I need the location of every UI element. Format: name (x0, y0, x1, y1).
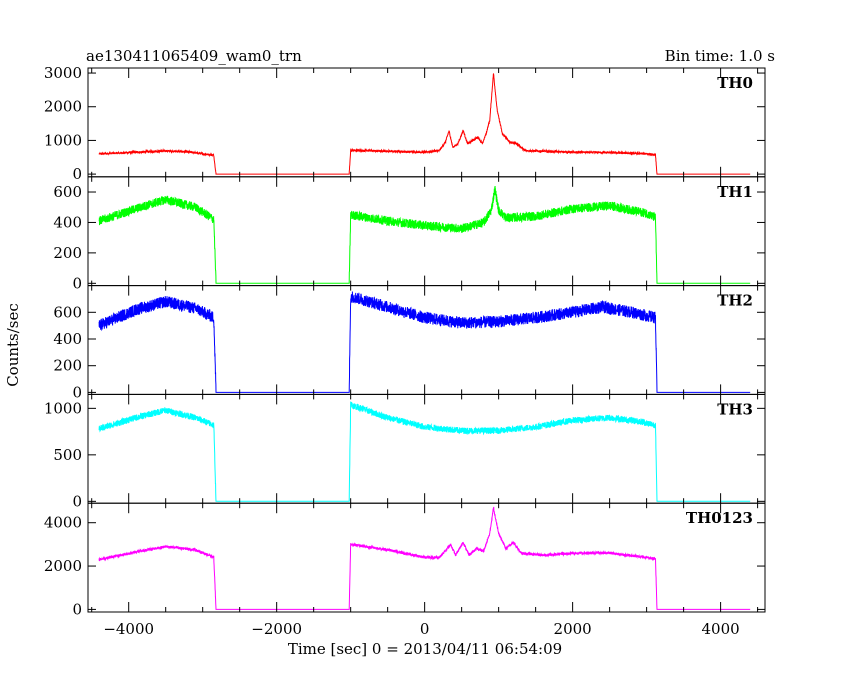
x-tick-label: −4000 (103, 620, 154, 638)
panel-label-th0123: TH0123 (686, 509, 753, 527)
y-tick-label: 2000 (44, 557, 82, 575)
x-axis-label: Time [sec] 0 = 2013/04/11 06:54:09 (288, 640, 562, 658)
y-tick-label: 0 (72, 274, 82, 292)
series-line-th3 (98, 401, 751, 502)
y-tick-label: 200 (53, 357, 82, 375)
x-tick-label: 2000 (554, 620, 592, 638)
y-tick-label: 0 (72, 600, 82, 618)
y-axis-label: Counts/sec (4, 303, 22, 387)
y-tick-label: 1000 (44, 399, 82, 417)
x-tick-label: 4000 (702, 620, 740, 638)
x-tick-label: −2000 (251, 620, 302, 638)
y-tick-label: 600 (53, 183, 82, 201)
series-line-th1 (98, 185, 751, 284)
panel-label-th2: TH2 (717, 292, 753, 310)
y-tick-label: 500 (53, 446, 82, 464)
series-line-th2 (98, 291, 751, 393)
y-tick-label: 400 (53, 330, 82, 348)
panel-frame-th1 (87, 176, 766, 287)
panel-label-th1: TH1 (717, 183, 753, 201)
x-tick-label: 0 (420, 620, 430, 638)
panel-label-th3: TH3 (717, 400, 753, 418)
y-tick-label: 0 (72, 383, 82, 401)
y-tick-label: 200 (53, 244, 82, 262)
chart-title: ae130411065409_wam0_trn (86, 47, 302, 65)
y-tick-label: 0 (72, 165, 82, 183)
y-tick-label: 3000 (44, 64, 82, 82)
y-tick-label: 600 (53, 303, 82, 321)
panel-label-th0: TH0 (717, 74, 753, 92)
panel-frame-th0 (87, 67, 766, 178)
series-line-th0123 (98, 506, 751, 610)
y-tick-label: 4000 (44, 514, 82, 532)
y-tick-label: 1000 (44, 131, 82, 149)
panel-frame-th0123 (87, 502, 766, 613)
y-tick-label: 0 (72, 492, 82, 510)
panel-frame-th3 (87, 393, 766, 504)
y-tick-label: 400 (53, 213, 82, 231)
y-tick-label: 2000 (44, 98, 82, 116)
bin-time-label: Bin time: 1.0 s (665, 47, 775, 65)
series-line-th0 (98, 73, 751, 175)
